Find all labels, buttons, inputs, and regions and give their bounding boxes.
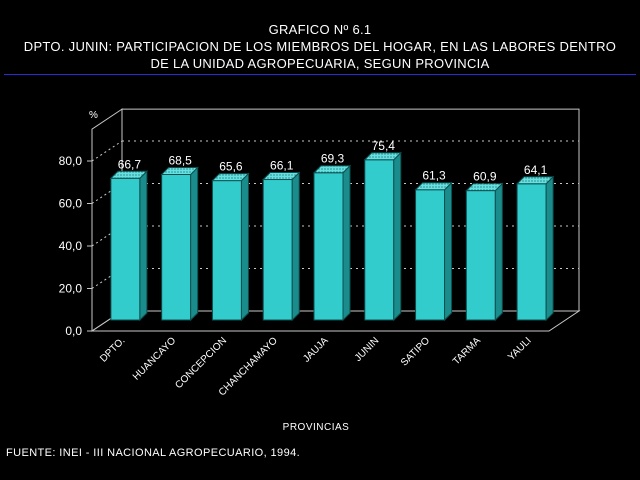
x-axis-label: PROVINCIAS — [283, 422, 350, 433]
x-tick-label: DPTO. — [98, 335, 127, 364]
y-tick-label: 0,0 — [65, 324, 82, 338]
chart-title-continued: DE LA UNIDAD AGROPECUARIA, SEGUN PROVINC… — [150, 56, 490, 71]
y-tick-label: 20,0 — [59, 282, 83, 296]
bar — [516, 183, 547, 321]
y-tick-label: 80,0 — [59, 154, 83, 168]
data-label: 64,1 — [524, 163, 548, 177]
bar-side — [342, 164, 351, 322]
bar-side — [190, 166, 199, 322]
chart-number: GRAFICO Nº 6.1 — [268, 22, 372, 37]
bar — [313, 172, 344, 321]
bar-top — [211, 173, 250, 182]
bar-top — [515, 176, 555, 185]
bar — [161, 173, 192, 321]
bar-top — [109, 170, 149, 179]
data-label: 60,9 — [473, 170, 497, 184]
bar — [211, 180, 242, 321]
x-tick-label: YAULI — [506, 335, 534, 363]
bar-top — [465, 183, 504, 192]
data-label: 65,6 — [219, 160, 243, 174]
data-label: 69,3 — [321, 152, 345, 166]
bar-top — [414, 182, 453, 191]
bar-top — [312, 165, 352, 174]
bar — [364, 159, 395, 321]
x-tick-label: CONCEPCION — [173, 335, 229, 391]
bar — [415, 189, 446, 321]
bar-side — [291, 171, 300, 322]
y-tick-label: 40,0 — [59, 239, 83, 253]
data-label: 68,5 — [168, 153, 192, 167]
x-tick-label: JAUJA — [301, 335, 331, 365]
gridline-side — [91, 140, 123, 162]
bar-side — [494, 182, 503, 322]
data-label: 66,1 — [270, 159, 294, 173]
bar-side — [444, 181, 453, 322]
bar — [262, 179, 293, 321]
y-axis-label: % — [89, 110, 98, 121]
bar-top — [262, 172, 301, 181]
data-label: 66,7 — [118, 157, 142, 171]
source-note: FUENTE: INEI - III NACIONAL AGROPECUARIO… — [6, 447, 301, 459]
y-tick-label: 60,0 — [59, 197, 83, 211]
bar — [110, 177, 141, 321]
chart-title: DPTO. JUNIN: PARTICIPACION DE LOS MIEMBR… — [23, 39, 617, 54]
x-tick-label: JUNIN — [353, 335, 382, 364]
bar-side — [139, 170, 148, 322]
x-tick-label: HUANCAYO — [131, 335, 178, 382]
bar-side — [393, 151, 402, 322]
bar-top — [160, 166, 199, 175]
bar — [465, 190, 496, 321]
data-label: 61,3 — [422, 169, 446, 183]
x-tick-label: SATIPO — [399, 335, 432, 368]
x-tick-label: TARMA — [451, 335, 483, 367]
bar-side — [545, 175, 554, 322]
bar-top — [363, 152, 402, 161]
bar-side — [240, 172, 249, 322]
title-underline — [4, 74, 636, 75]
data-label: 75,4 — [372, 139, 396, 153]
